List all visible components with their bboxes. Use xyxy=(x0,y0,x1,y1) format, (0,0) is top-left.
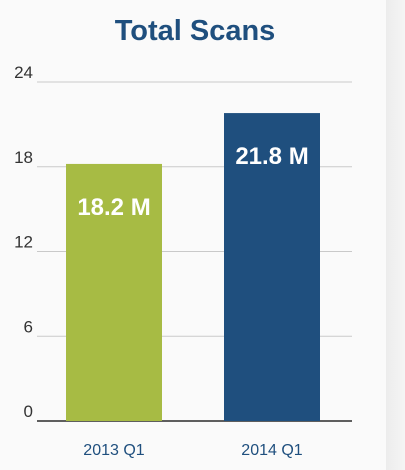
bar-value-label: 18.2 M xyxy=(77,194,150,221)
y-tick-label: 12 xyxy=(14,233,33,252)
y-tick-label: 6 xyxy=(24,317,33,336)
x-tick-label: 2013 Q1 xyxy=(83,442,144,459)
panel-edge xyxy=(386,0,405,470)
bar xyxy=(224,113,320,421)
bar xyxy=(66,163,162,422)
chart-title: Total Scans xyxy=(115,15,276,47)
y-tick-label: 0 xyxy=(24,402,33,421)
chart-panel xyxy=(0,0,386,470)
y-tick-label: 18 xyxy=(14,148,33,167)
bar-value-label: 21.8 M xyxy=(235,143,308,170)
y-tick-label: 24 xyxy=(14,63,33,82)
x-tick-label: 2014 Q1 xyxy=(241,442,302,459)
